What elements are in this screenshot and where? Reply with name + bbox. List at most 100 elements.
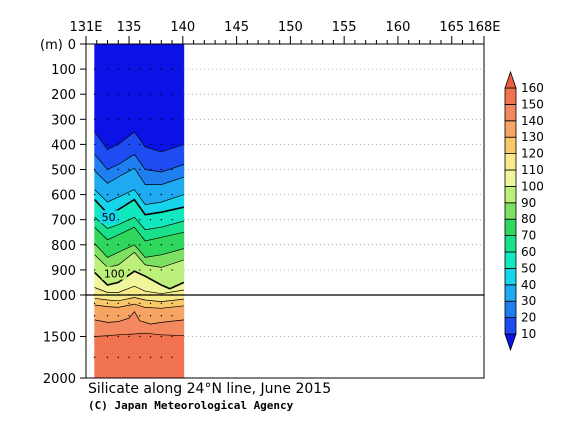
sample-point xyxy=(93,168,96,171)
colorbar-label: 120 xyxy=(521,147,544,161)
colorbar-box xyxy=(504,267,517,286)
sample-point xyxy=(128,269,130,271)
colorbar-box xyxy=(504,218,517,236)
sample-point xyxy=(171,269,173,271)
y-tick-label: 900 xyxy=(51,264,76,279)
colorbar-box xyxy=(504,284,517,302)
sample-point xyxy=(171,219,173,221)
sample-point xyxy=(106,335,109,338)
sample-point xyxy=(128,168,130,171)
sample-point xyxy=(149,335,152,338)
sample-point xyxy=(160,315,162,317)
sample-point xyxy=(149,219,152,221)
y-tick-label: 1500 xyxy=(43,331,76,346)
sample-point xyxy=(171,118,173,121)
sample-point xyxy=(139,302,141,304)
sample-point xyxy=(139,143,141,146)
colorbar-box xyxy=(504,104,517,122)
sample-point xyxy=(93,335,96,338)
y-tick-label: 300 xyxy=(51,113,76,128)
sample-point xyxy=(106,143,109,146)
y-tick-label: 500 xyxy=(51,164,76,179)
x-axis: 131E 135 140 145 150 155 160 165 168E xyxy=(69,20,501,44)
sample-point xyxy=(139,193,141,196)
colorbar-box xyxy=(504,251,517,269)
sample-point xyxy=(171,356,173,358)
sample-point xyxy=(106,68,109,70)
sample-point xyxy=(171,193,173,196)
colorbar-label: 20 xyxy=(521,311,536,325)
sample-point xyxy=(160,244,162,246)
colorbar-box xyxy=(504,153,517,171)
sample-point xyxy=(160,118,162,121)
colorbar-label: 60 xyxy=(521,245,536,259)
sample-point xyxy=(160,93,162,95)
contour-line-60 xyxy=(94,216,184,231)
sample-point xyxy=(93,244,96,246)
sample-point xyxy=(149,118,152,121)
sample-point xyxy=(171,68,173,70)
contour-band-0 xyxy=(94,44,185,153)
contour-label: 100 xyxy=(104,268,125,281)
sample-point xyxy=(106,193,109,196)
sample-point xyxy=(171,302,173,304)
sample-point xyxy=(128,302,130,304)
sample-point xyxy=(139,356,141,358)
sample-point xyxy=(117,193,120,196)
sample-point xyxy=(93,269,96,271)
sample-point xyxy=(149,68,152,70)
y-tick-label: 400 xyxy=(51,138,76,153)
colorbar-extend-low xyxy=(504,333,517,352)
sample-point xyxy=(149,93,152,95)
sample-point xyxy=(106,315,109,317)
contour-label-bg xyxy=(101,266,127,280)
colorbar-label: 130 xyxy=(521,130,544,144)
colorbar-label: 100 xyxy=(521,179,544,193)
y-tick-label: 100 xyxy=(51,63,76,78)
colorbar-label: 70 xyxy=(521,229,536,243)
contour-line-150 xyxy=(94,332,184,337)
sample-point xyxy=(93,118,96,121)
contour-line-100 xyxy=(94,270,185,290)
colorbar-box xyxy=(504,185,517,204)
plot-frame xyxy=(85,43,485,379)
sample-point xyxy=(117,68,120,70)
y-tick-label: 0 xyxy=(68,38,76,53)
colorbar-label: 140 xyxy=(521,114,544,128)
sample-point xyxy=(149,143,152,146)
colorbar-extend-high xyxy=(504,70,517,89)
sample-point xyxy=(171,168,173,171)
x-tick-label: 165 xyxy=(439,20,464,35)
sample-point xyxy=(139,219,141,221)
sample-point xyxy=(139,269,141,271)
sample-point xyxy=(128,244,130,246)
x-tick-label: 131E xyxy=(69,20,102,35)
sample-point xyxy=(160,302,162,304)
sample-point xyxy=(106,93,109,95)
sample-point xyxy=(93,93,96,95)
sample-point xyxy=(93,356,96,358)
colorbar-label: 110 xyxy=(521,163,544,177)
sample-point xyxy=(117,335,120,338)
y-tick-label: 800 xyxy=(51,239,76,254)
sample-point xyxy=(139,335,141,338)
sample-point xyxy=(117,244,120,246)
contour-line-120 xyxy=(94,297,184,302)
sample-point xyxy=(128,118,130,121)
sample-point xyxy=(160,68,162,70)
colorbar-box xyxy=(504,317,517,335)
sample-point xyxy=(117,356,120,358)
x-tick-label: 155 xyxy=(332,20,357,35)
colorbar-label: 80 xyxy=(521,212,536,226)
colorbar-label: 30 xyxy=(521,294,536,308)
sample-point xyxy=(128,143,130,146)
sample-point xyxy=(171,335,173,338)
sample-point xyxy=(128,315,130,317)
sample-point xyxy=(160,143,162,146)
credit-text: (C) Japan Meteorological Agency xyxy=(88,399,294,412)
sample-point xyxy=(128,335,130,338)
sample-points xyxy=(93,68,173,358)
sample-point xyxy=(139,244,141,246)
sample-point xyxy=(93,219,96,221)
sample-point xyxy=(117,168,120,171)
